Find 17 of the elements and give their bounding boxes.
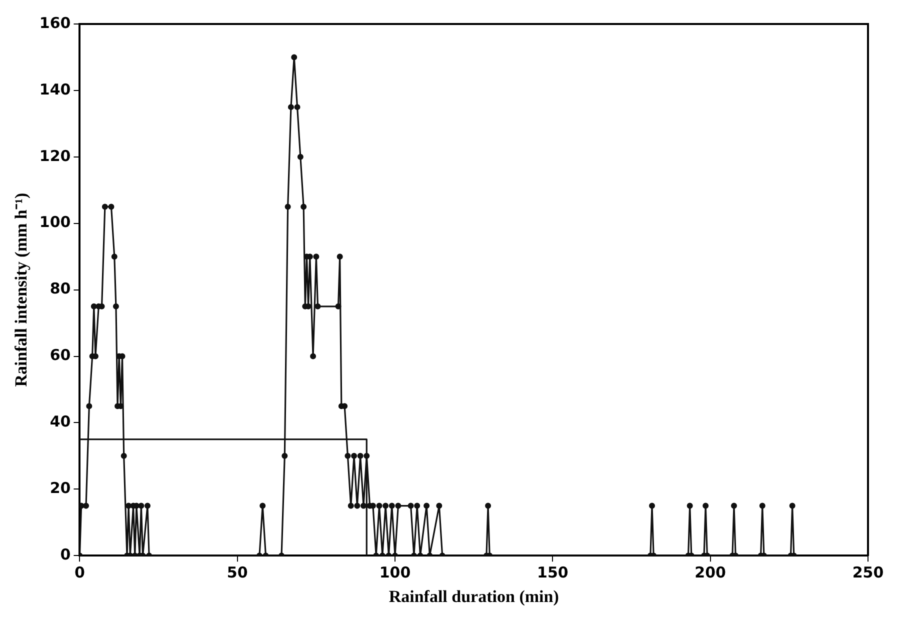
x-axis-title: Rainfall duration (min) [388,587,559,606]
y-tick-label: 140 [39,80,71,98]
y-tick-label: 100 [39,213,71,232]
x-tick-label: 200 [694,563,726,582]
y-axis-title: Rainfall intensity (mm h⁻¹) [12,192,31,387]
x-tick-label: 50 [226,563,248,582]
y-tick-label: 120 [39,146,71,165]
x-tick-label: 150 [537,563,568,582]
y-tick-label: 60 [50,346,71,364]
y-tick-label: 80 [50,280,71,298]
y-tick-label: 160 [39,14,71,32]
y-tick-label: 20 [50,479,71,498]
x-tick-label: 100 [379,563,411,582]
y-tick-label: 0 [60,545,71,564]
x-tick-label: 0 [74,563,85,582]
x-tick-label: 250 [852,563,884,582]
y-tick-label: 40 [50,412,71,431]
